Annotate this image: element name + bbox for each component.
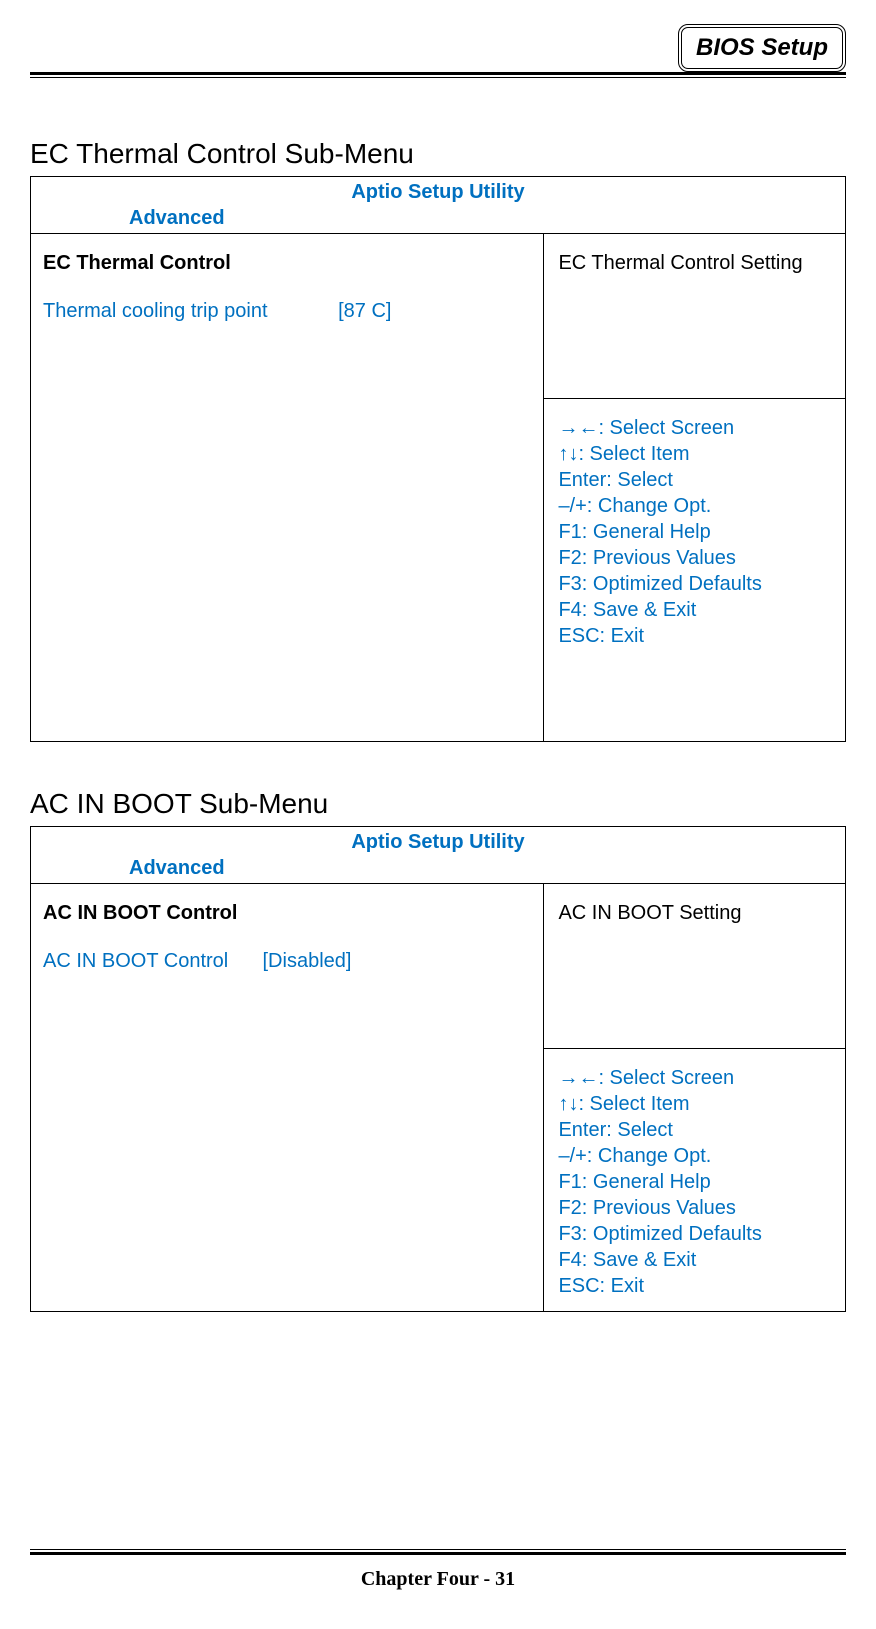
page: BIOS Setup EC Thermal Control Sub-Menu A…: [0, 0, 876, 1312]
setting-row-2[interactable]: AC IN BOOT Control [Disabled]: [43, 948, 531, 974]
section-title-1: EC Thermal Control Sub-Menu: [30, 138, 846, 170]
key-help-list-1: →←: Select Screen ↑↓: Select Item Enter:…: [558, 415, 833, 649]
key-help-item: ESC: Exit: [558, 1273, 833, 1299]
settings-panel-1: EC Thermal Control Thermal cooling trip …: [31, 234, 544, 742]
key-help-item: F1: General Help: [558, 1169, 833, 1195]
bios-table-1: Aptio Setup Utility Advanced EC Thermal …: [30, 176, 846, 742]
help-panel-1: EC Thermal Control Setting: [544, 234, 846, 399]
section-title-2: AC IN BOOT Sub-Menu: [30, 788, 846, 820]
table-header-1: Aptio Setup Utility Advanced: [31, 177, 846, 234]
key-help-item: F4: Save & Exit: [558, 597, 833, 623]
table-header-2: Aptio Setup Utility Advanced: [31, 827, 846, 884]
key-help-item: –/+: Change Opt.: [558, 493, 833, 519]
top-rule: [30, 72, 846, 78]
key-help-item: F2: Previous Values: [558, 545, 833, 571]
help-text-1: EC Thermal Control Setting: [558, 250, 833, 276]
key-help-item: F1: General Help: [558, 519, 833, 545]
key-help-item: →←: Select Screen: [558, 415, 833, 441]
key-help-list-2: →←: Select Screen ↑↓: Select Item Enter:…: [558, 1065, 833, 1299]
panel-heading-1: EC Thermal Control: [43, 250, 531, 276]
setting-value-1: [87 C]: [338, 298, 531, 324]
panel-heading-2: AC IN BOOT Control: [43, 900, 531, 926]
utility-title-2: Aptio Setup Utility: [39, 829, 837, 855]
bottom-rule: [30, 1549, 846, 1555]
key-help-item: F2: Previous Values: [558, 1195, 833, 1221]
header-row: BIOS Setup: [30, 24, 846, 72]
utility-title-1: Aptio Setup Utility: [39, 179, 837, 205]
setting-row-1[interactable]: Thermal cooling trip point [87 C]: [43, 298, 531, 324]
key-help-item: F3: Optimized Defaults: [558, 571, 833, 597]
active-tab-2[interactable]: Advanced: [39, 855, 225, 881]
key-help-item: –/+: Change Opt.: [558, 1143, 833, 1169]
setting-label-2: AC IN BOOT Control: [43, 948, 228, 974]
help-text-2: AC IN BOOT Setting: [558, 900, 833, 926]
setting-value-2: [Disabled]: [263, 948, 532, 974]
key-help-item: ESC: Exit: [558, 623, 833, 649]
key-help-panel-2: →←: Select Screen ↑↓: Select Item Enter:…: [544, 1049, 846, 1312]
active-tab-1[interactable]: Advanced: [39, 205, 225, 231]
setting-label-1: Thermal cooling trip point: [43, 298, 268, 324]
key-help-item: Enter: Select: [558, 1117, 833, 1143]
settings-panel-2: AC IN BOOT Control AC IN BOOT Control [D…: [31, 884, 544, 1312]
bios-table-2: Aptio Setup Utility Advanced AC IN BOOT …: [30, 826, 846, 1312]
header-badge: BIOS Setup: [678, 24, 846, 72]
key-help-panel-1: →←: Select Screen ↑↓: Select Item Enter:…: [544, 399, 846, 742]
key-help-item: Enter: Select: [558, 467, 833, 493]
key-help-item: ↑↓: Select Item: [558, 1091, 833, 1117]
key-help-item: F4: Save & Exit: [558, 1247, 833, 1273]
key-help-item: F3: Optimized Defaults: [558, 1221, 833, 1247]
key-help-item: ↑↓: Select Item: [558, 441, 833, 467]
page-footer: Chapter Four - 31: [0, 1568, 876, 1591]
help-panel-2: AC IN BOOT Setting: [544, 884, 846, 1049]
key-help-item: →←: Select Screen: [558, 1065, 833, 1091]
